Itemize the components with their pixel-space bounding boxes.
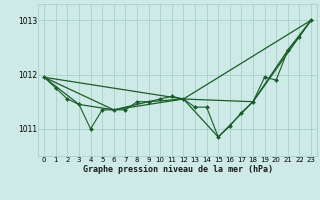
X-axis label: Graphe pression niveau de la mer (hPa): Graphe pression niveau de la mer (hPa) [83,165,273,174]
